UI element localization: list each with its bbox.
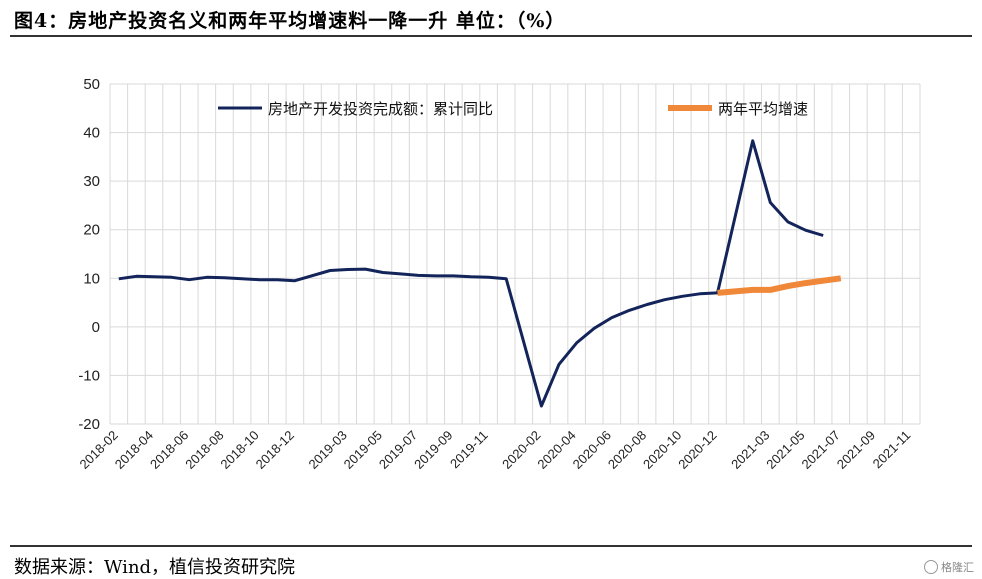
y-tick-label: 40 (83, 125, 100, 142)
x-tick-label: 2021-07 (799, 428, 843, 472)
y-tick-label: 30 (83, 173, 100, 190)
watermark-logo-icon (924, 560, 938, 574)
bottom-divider (10, 545, 972, 547)
watermark-text: 格隆汇 (941, 561, 974, 574)
series-line-2 (717, 275, 842, 296)
source-note: 数据来源：Wind，植信投资研究院 (14, 557, 296, 578)
legend-label-1: 房地产开发投资完成额：累计同比 (268, 100, 493, 118)
y-tick-label: 10 (83, 270, 100, 287)
x-tick-label: 2019-03 (305, 428, 349, 472)
x-tick-label: 2020-10 (640, 428, 684, 472)
x-tick-label: 2018-04 (112, 428, 156, 472)
series-line-1 (118, 139, 824, 408)
y-tick-label: 50 (83, 76, 100, 93)
x-tick-label: 2019-09 (411, 428, 455, 472)
line-chart: -20-10010203040502018-022018-042018-0620… (77, 76, 921, 472)
x-tick-label: 2020-06 (570, 428, 614, 472)
x-tick-label: 2018-06 (147, 428, 191, 472)
top-divider (10, 35, 972, 37)
x-tick-label: 2020-02 (499, 428, 543, 472)
x-tick-label: 2018-08 (182, 428, 226, 472)
x-tick-label: 2021-05 (763, 428, 807, 472)
y-tick-label: -10 (78, 367, 100, 384)
y-tick-label: 20 (83, 222, 100, 239)
x-tick-label: 2020-08 (605, 428, 649, 472)
x-tick-label: 2018-02 (77, 428, 121, 472)
watermark: 格隆汇 (924, 559, 974, 575)
y-tick-label: -20 (78, 416, 100, 433)
x-tick-label: 2021-09 (834, 428, 878, 472)
x-tick-label: 2021-11 (870, 428, 914, 472)
x-tick-label: 2020-04 (534, 428, 578, 472)
x-tick-label: 2020-12 (675, 428, 719, 472)
x-tick-label: 2018-10 (217, 428, 261, 472)
y-tick-label: 0 (92, 319, 100, 336)
x-tick-label: 2019-07 (376, 428, 420, 472)
chart-title: 图4：房地产投资名义和两年平均增速料一降一升 单位：（%） (14, 10, 566, 32)
x-tick-label: 2019-05 (341, 428, 385, 472)
x-tick-label: 2021-03 (728, 428, 772, 472)
x-tick-label: 2018-12 (253, 428, 297, 472)
x-tick-label: 2019-11 (447, 428, 491, 472)
legend-label-2: 两年平均增速 (718, 100, 808, 118)
